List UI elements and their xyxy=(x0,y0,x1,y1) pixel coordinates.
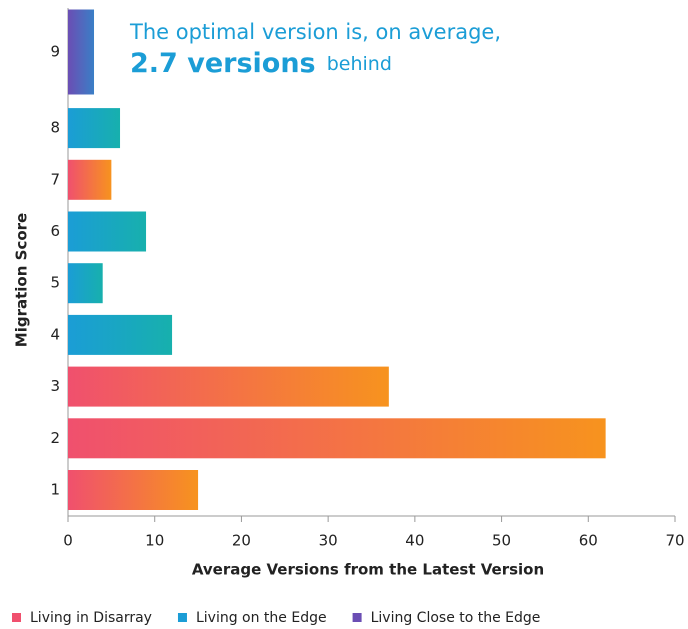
y-tick-label: 5 xyxy=(50,274,60,292)
legend-swatch xyxy=(12,613,21,622)
x-tick-label: 0 xyxy=(63,532,73,550)
legend-label: Living in Disarray xyxy=(30,610,152,626)
bar xyxy=(68,314,173,355)
bar xyxy=(68,211,147,252)
x-tick-label: 60 xyxy=(579,532,598,550)
bar xyxy=(68,9,95,95)
bar xyxy=(68,159,112,200)
x-tick-label: 40 xyxy=(405,532,424,550)
x-axis-title: Average Versions from the Latest Version xyxy=(192,561,544,579)
y-tick-label: 9 xyxy=(50,43,60,61)
legend-label: Living Close to the Edge xyxy=(371,610,541,626)
y-tick-label: 3 xyxy=(50,377,60,395)
y-axis-title: Migration Score xyxy=(13,213,31,347)
x-tick-label: 30 xyxy=(319,532,338,550)
annotation-emphasis: 2.7 versions behind xyxy=(130,48,392,79)
bar xyxy=(68,263,103,304)
legend-swatch xyxy=(352,613,362,622)
legend-swatch xyxy=(177,613,187,622)
bar xyxy=(68,418,606,459)
annotation: The optimal version is, on average, xyxy=(129,20,501,44)
annotation-highlight: 2.7 versions xyxy=(130,48,316,79)
y-tick-label: 8 xyxy=(50,119,60,137)
x-tick-label: 70 xyxy=(665,532,684,550)
x-tick-label: 10 xyxy=(145,532,164,550)
x-tick-label: 50 xyxy=(492,532,511,550)
y-tick-label: 4 xyxy=(50,325,60,343)
x-tick-label: 20 xyxy=(232,532,251,550)
y-tick-label: 2 xyxy=(50,429,60,447)
y-tick-label: 6 xyxy=(50,222,60,240)
annotation-tail: behind xyxy=(327,53,392,75)
bar xyxy=(68,470,199,510)
y-tick-label: 7 xyxy=(50,170,60,188)
legend-label: Living on the Edge xyxy=(196,610,327,626)
bar xyxy=(68,366,389,407)
bar xyxy=(68,108,121,149)
y-tick-label: 1 xyxy=(50,481,60,499)
